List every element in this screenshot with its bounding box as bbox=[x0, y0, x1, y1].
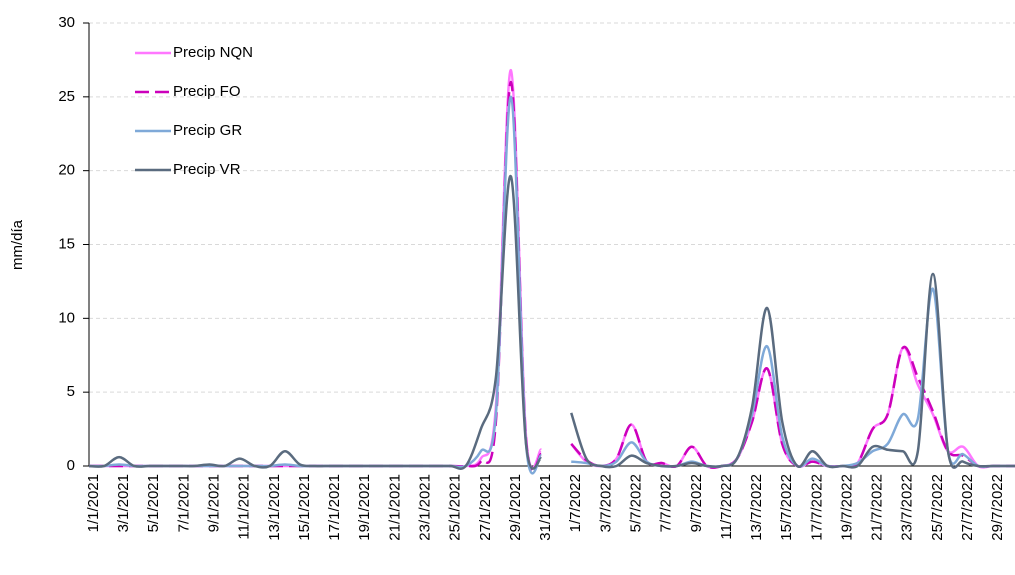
x-tick-label: 15/1/2021 bbox=[296, 474, 313, 541]
x-tick-label: 1/7/2022 bbox=[567, 474, 584, 532]
x-tick-label: 23/7/2022 bbox=[899, 474, 916, 541]
x-tick-label: 11/1/2021 bbox=[236, 474, 253, 540]
y-tick-label: 0 bbox=[67, 457, 75, 474]
x-tick-label: 27/7/2022 bbox=[959, 474, 976, 541]
legend-label: Precip NQN bbox=[173, 44, 253, 61]
x-tick-label: 29/7/2022 bbox=[989, 474, 1006, 541]
x-tick-label: 3/7/2022 bbox=[597, 474, 614, 532]
x-tick-label: 7/1/2021 bbox=[175, 474, 192, 532]
x-tick-label: 9/7/2022 bbox=[688, 474, 705, 532]
x-tick-label: 15/7/2022 bbox=[778, 474, 795, 541]
x-tick-label: 25/1/2021 bbox=[447, 474, 464, 541]
x-tick-label: 19/1/2021 bbox=[356, 474, 373, 541]
x-tick-label: 5/7/2022 bbox=[627, 474, 644, 532]
series-line bbox=[89, 80, 1015, 472]
y-tick-label: 25 bbox=[58, 88, 75, 105]
y-tick-label: 15 bbox=[58, 235, 75, 252]
x-tick-label: 21/1/2021 bbox=[386, 474, 403, 541]
series-line bbox=[88, 95, 1015, 475]
x-tick-label: 19/7/2022 bbox=[838, 474, 855, 541]
x-tick-label: 9/1/2021 bbox=[206, 474, 223, 532]
x-tick-label: 31/1/2021 bbox=[537, 474, 554, 541]
x-tick-label: 1/1/2021 bbox=[85, 474, 102, 532]
legend-label: Precip VR bbox=[173, 161, 241, 178]
x-tick-label: 17/7/2022 bbox=[808, 474, 825, 541]
legend-label: Precip GR bbox=[173, 122, 242, 139]
y-tick-label: 5 bbox=[67, 383, 75, 400]
x-tick-label: 13/1/2021 bbox=[266, 474, 283, 541]
y-tick-label: 30 bbox=[58, 14, 75, 31]
x-tick-label: 11/7/2022 bbox=[718, 474, 735, 540]
series-line bbox=[88, 175, 1015, 470]
x-tick-label: 5/1/2021 bbox=[145, 474, 162, 532]
x-tick-label: 29/1/2021 bbox=[507, 474, 524, 541]
x-tick-label: 3/1/2021 bbox=[115, 474, 132, 532]
x-tick-label: 27/1/2021 bbox=[477, 474, 494, 541]
x-tick-label: 13/7/2022 bbox=[748, 474, 765, 541]
y-tick-label: 10 bbox=[58, 309, 75, 326]
y-axis-label: mm/día bbox=[9, 219, 26, 270]
x-tick-label: 17/1/2021 bbox=[326, 474, 343, 541]
x-tick-label: 21/7/2022 bbox=[869, 474, 886, 541]
x-tick-label: 7/7/2022 bbox=[658, 474, 675, 532]
legend-label: Precip FO bbox=[173, 83, 241, 100]
y-tick-label: 20 bbox=[58, 162, 75, 179]
x-tick-label: 25/7/2022 bbox=[929, 474, 946, 541]
x-tick-label: 23/1/2021 bbox=[417, 474, 434, 541]
